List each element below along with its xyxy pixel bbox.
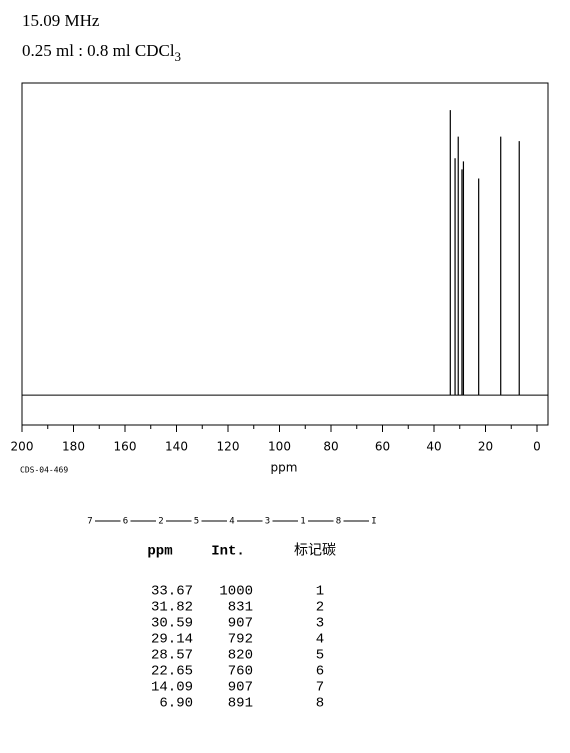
x-tick-label: 160 [114, 440, 137, 454]
atom-label: 7 [87, 517, 92, 527]
x-tick-label: 40 [426, 440, 441, 454]
table-cell: 831 [228, 600, 253, 616]
peak-table: ppm Int. 标记碳 33.67 1000 1 31.82 831 2 30.59 907 3 29… [147, 543, 336, 712]
table-cell: 792 [228, 632, 253, 648]
plot-frame [21, 82, 549, 426]
table-cell: 3 [316, 616, 324, 632]
table-cell: 891 [228, 696, 253, 712]
atom-label: 8 [336, 517, 341, 527]
atom-label: 2 [158, 517, 163, 527]
solvent: 0.25 ml : 0.8 ml CDCl3 [22, 41, 181, 64]
x-tick-label: 60 [375, 440, 390, 454]
x-tick-label: 180 [62, 440, 85, 454]
table-cell: 2 [316, 600, 324, 616]
table-cell: 4 [316, 632, 324, 648]
x-axis-label: ppm [271, 461, 298, 475]
x-tick-label: 80 [323, 440, 338, 454]
table-cell: 6.90 [159, 696, 193, 712]
table-header: Int. [211, 544, 245, 560]
x-tick-label: 140 [165, 440, 188, 454]
table-cell: 5 [316, 648, 324, 664]
table-cell: 820 [228, 648, 253, 664]
table-cell: 1 [316, 584, 324, 600]
table-header: 标记碳 [294, 543, 336, 560]
table-cell: 907 [228, 680, 253, 696]
table-cell: 30.59 [151, 616, 193, 632]
atom-label: 4 [229, 517, 234, 527]
table-cell: 6 [316, 664, 324, 680]
table-cell: 8 [316, 696, 324, 712]
table-cell: 33.67 [151, 584, 193, 600]
atom-label: 3 [265, 517, 270, 527]
spectrum-code: CDS-04-469 [20, 466, 68, 475]
table-cell: 907 [228, 616, 253, 632]
table-header: ppm [147, 544, 172, 560]
table-cell: 14.09 [151, 680, 193, 696]
table-cell: 28.57 [151, 648, 193, 664]
atom-label: 6 [123, 517, 128, 527]
x-tick-label: 20 [478, 440, 493, 454]
solvent-subscript: 3 [175, 49, 182, 64]
table-cell: 31.82 [151, 600, 193, 616]
atom-label: 5 [194, 517, 199, 527]
x-tick-label: 0 [533, 440, 541, 454]
table-cell: 29.14 [151, 632, 193, 648]
frequency: 15.09 MHz [22, 11, 100, 30]
atom-label: I [371, 517, 376, 527]
x-tick-label: 100 [268, 440, 291, 454]
table-cell: 760 [228, 664, 253, 680]
atom-label: 1 [300, 517, 305, 527]
table-cell: 7 [316, 680, 324, 696]
x-tick-label: 200 [11, 440, 34, 454]
table-cell: 1000 [219, 584, 253, 600]
x-tick-label: 120 [217, 440, 240, 454]
table-cell: 22.65 [151, 664, 193, 680]
solvent-text: 0.25 ml : 0.8 ml CDCl [22, 41, 175, 60]
structure: 7 6 2 5 4 3 1 8 I [87, 517, 376, 527]
